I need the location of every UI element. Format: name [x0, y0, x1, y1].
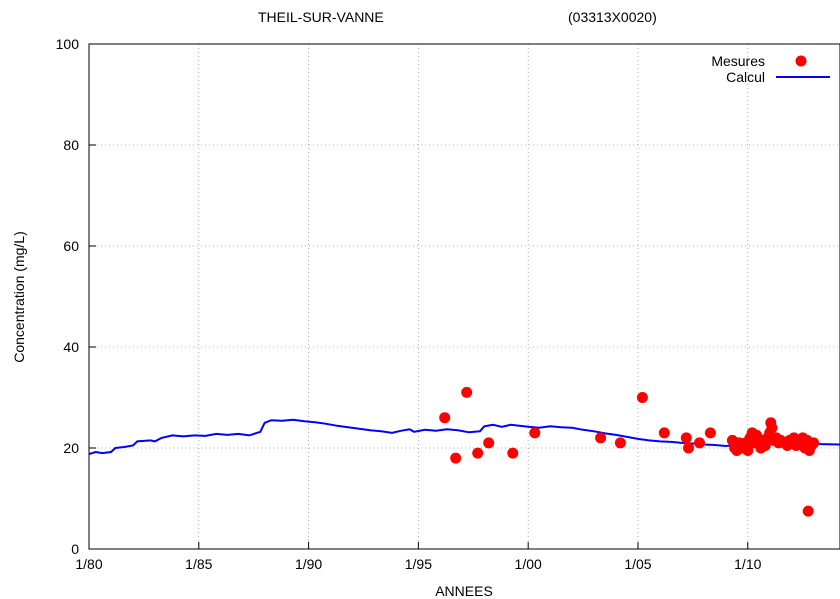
- data-point-13: [694, 437, 705, 449]
- y-tick-label: 100: [56, 36, 80, 52]
- y-tick-label: 20: [63, 440, 79, 456]
- data-point-4: [483, 437, 495, 449]
- data-point-33: [766, 422, 778, 434]
- chart-title-right: (03313X0020): [568, 9, 657, 25]
- y-tick-labels: 0 20 40 60 80 100: [56, 36, 80, 557]
- x-tick-label: 1/95: [405, 556, 432, 572]
- grid: [89, 44, 840, 549]
- data-point-10: [658, 427, 670, 439]
- data-point-9: [636, 392, 648, 403]
- legend-label-mesures: Mesures: [711, 53, 765, 69]
- data-point-3: [472, 447, 484, 459]
- data-point-52: [808, 437, 820, 449]
- chart-title-left: THEIL-SUR-VANNE: [258, 9, 384, 25]
- data-point-14: [704, 427, 716, 439]
- series-points-mesures: [439, 386, 820, 517]
- x-tick-label: 1/85: [185, 556, 212, 572]
- x-tick-label: 1/80: [75, 556, 102, 572]
- data-point-2: [461, 386, 473, 398]
- y-tick-label: 80: [63, 137, 79, 153]
- data-point-21: [742, 445, 754, 456]
- x-tick-label: 1/05: [624, 556, 651, 572]
- data-point-5: [507, 447, 519, 459]
- x-tick-label: 1/10: [734, 556, 761, 572]
- x-tick-label: 1/90: [295, 556, 322, 572]
- x-axis-label: ANNEES: [435, 583, 493, 599]
- data-point-49: [802, 505, 814, 517]
- legend-label-calcul: Calcul: [726, 69, 765, 85]
- plot-frame: [88, 43, 840, 550]
- data-point-11: [680, 432, 692, 444]
- data-point-0: [439, 412, 451, 424]
- x-tick-label: 1/00: [515, 556, 542, 572]
- y-tick-label: 60: [63, 238, 79, 254]
- data-point-8: [614, 437, 626, 449]
- x-tick-labels: 1/80 1/85 1/90 1/95 1/00 1/05 1/10: [75, 556, 761, 572]
- data-point-7: [595, 432, 607, 444]
- data-point-6: [529, 427, 541, 439]
- data-point-12: [683, 442, 694, 454]
- series-line-calcul: [88, 418, 840, 456]
- legend: Mesures Calcul: [711, 53, 830, 85]
- y-tick-label: 0: [71, 541, 79, 557]
- data-point-1: [450, 452, 462, 464]
- y-axis-label: Concentration (mg/L): [11, 231, 27, 363]
- legend-marker-mesures: [795, 55, 807, 67]
- y-tick-label: 40: [63, 339, 79, 355]
